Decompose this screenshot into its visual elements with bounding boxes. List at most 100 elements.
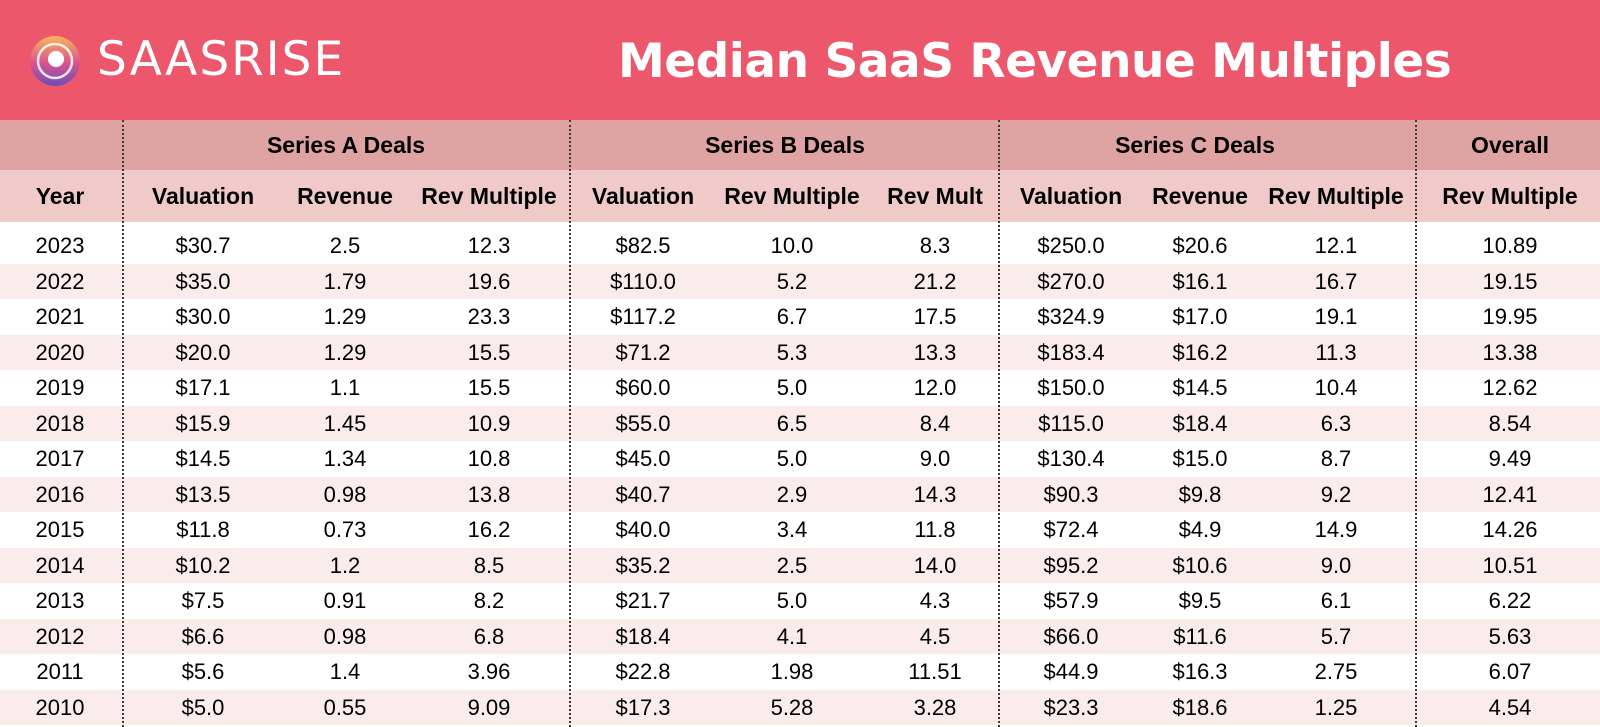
table-cell: $14.5 <box>1172 375 1228 400</box>
year-cell: 2018 <box>35 410 85 436</box>
brand-name: SAASRISE <box>97 32 346 87</box>
page-title: Median SaaS Revenue Multiples <box>618 34 1452 89</box>
table-cell: 16.2 <box>467 517 511 542</box>
table-cell: $40.7 <box>615 481 671 507</box>
table-cell: 0.98 <box>323 481 367 507</box>
table-cell: $324.9 <box>1037 304 1105 329</box>
table-cell: 19.95 <box>1482 304 1538 329</box>
table-cell: 9.09 <box>467 694 511 720</box>
table-cell: 12.3 <box>467 233 511 258</box>
table-cell: 1.1 <box>329 375 361 400</box>
table-cell: 13.8 <box>467 481 511 507</box>
table-cell: $57.9 <box>1043 588 1099 613</box>
table-cell: $66.0 <box>1043 623 1099 649</box>
table-cell: 9.49 <box>1488 446 1532 471</box>
table-cell: 14.3 <box>913 481 957 507</box>
table-cell: 11.8 <box>914 517 956 542</box>
table-cell: $45.0 <box>615 446 671 471</box>
table-cell: 15.5 <box>467 375 511 400</box>
column-header-band <box>0 170 1600 222</box>
table-cell: 6.7 <box>776 304 808 329</box>
table-cell: 10.0 <box>770 233 814 258</box>
table-cell: $110.0 <box>610 268 676 294</box>
table-cell: 12.41 <box>1482 481 1538 507</box>
table-cell: 5.0 <box>776 588 808 613</box>
column-header: Valuation <box>1019 183 1123 209</box>
table-cell: $23.3 <box>1043 694 1099 720</box>
table-cell: $17.3 <box>615 694 671 720</box>
table-cell: $16.1 <box>1172 268 1228 294</box>
table-cell: 10.4 <box>1314 375 1358 400</box>
table-cell: $20.0 <box>175 339 231 365</box>
table-cell: $115.0 <box>1038 410 1104 436</box>
table-cell: $250.0 <box>1037 233 1105 258</box>
column-header: Rev Multiple <box>724 183 860 209</box>
table-cell: $4.9 <box>1178 517 1222 542</box>
table-cell: 1.45 <box>323 410 367 436</box>
table-cell: 3.96 <box>467 659 511 684</box>
table-row: 2012 $6.6 0.98 6.8 $18.4 4.1 4.5 $66.0 $11.6 5.7 5… <box>0 618 1600 654</box>
table-cell: 6.8 <box>473 623 505 649</box>
table-cell: $6.6 <box>181 623 225 649</box>
column-header: Rev Multiple <box>421 183 557 209</box>
table-cell: 19.1 <box>1314 304 1358 329</box>
column-divider <box>998 120 1000 727</box>
column-header: Rev Multiple <box>1442 183 1578 209</box>
column-header: Rev Mult <box>887 183 983 209</box>
year-cell: 2011 <box>36 659 84 684</box>
table-cell: $5.6 <box>181 659 225 684</box>
table-cell: 6.1 <box>1320 588 1352 613</box>
table-cell: 9.0 <box>919 446 951 471</box>
table-cell: 14.26 <box>1482 517 1538 542</box>
table-cell: 19.15 <box>1482 268 1538 294</box>
column-header: Rev Multiple <box>1268 183 1404 209</box>
table-cell: 1.34 <box>323 446 367 471</box>
table-cell: $20.6 <box>1172 233 1228 258</box>
table-cell: $95.2 <box>1043 552 1099 578</box>
table-cell: 14.0 <box>913 552 957 578</box>
table-cell: $18.4 <box>1172 410 1228 436</box>
year-cell: 2010 <box>35 694 85 720</box>
page-header: SAASRISE Median SaaS Revenue Multiples <box>0 0 1600 120</box>
table-cell: 2.5 <box>329 233 361 258</box>
table-cell: 23.3 <box>467 304 511 329</box>
table-cell: 9.2 <box>1320 481 1352 507</box>
table-cell: 1.2 <box>329 552 361 578</box>
table-cell: 2.5 <box>776 552 808 578</box>
table-cell: 0.98 <box>323 623 367 649</box>
table-cell: $21.7 <box>615 588 671 613</box>
table-cell: $13.5 <box>175 481 231 507</box>
saasrise-logo-icon <box>30 36 80 86</box>
table-cell: $270.0 <box>1037 268 1105 294</box>
table-row: 2021 $30.0 1.29 23.3 $117.2 6.7 17.5 $324.9 $17.… <box>0 299 1600 335</box>
table-cell: 10.51 <box>1482 552 1538 578</box>
table-row: 2011 $5.6 1.4 3.96 $22.8 1.98 11.51 $44.9 $16.3 2… <box>0 654 1600 690</box>
table-cell: 12.0 <box>913 375 957 400</box>
table-cell: 1.29 <box>323 339 367 365</box>
table-cell: $5.0 <box>181 694 225 720</box>
table-row: 2010 $5.0 0.55 9.09 $17.3 5.28 3.28 $23.3 $18.6 1… <box>0 689 1600 725</box>
column-header: Valuation <box>151 183 255 209</box>
table-cell: $16.2 <box>1172 339 1228 365</box>
table-cell: $130.4 <box>1037 446 1105 471</box>
table-cell: $10.6 <box>1172 552 1228 578</box>
table-cell: 1.4 <box>329 659 361 684</box>
year-cell: 2016 <box>35 481 85 507</box>
table-cell: 14.9 <box>1314 517 1358 542</box>
table-cell: $183.4 <box>1037 339 1105 365</box>
table-cell: 8.3 <box>919 233 951 258</box>
table-row: 2023 $30.7 2.5 12.3 $82.5 10.0 8.3 $250.0 $20.6 1… <box>0 228 1600 264</box>
year-cell: 2021 <box>35 304 85 329</box>
column-header: Year <box>35 183 85 209</box>
table-row: 2014 $10.2 1.2 8.5 $35.2 2.5 14.0 $95.2 $10.6 9.0… <box>0 547 1600 583</box>
year-cell: 2012 <box>35 623 85 649</box>
table-cell: 16.7 <box>1314 268 1358 294</box>
table-row: 2017 $14.5 1.34 10.8 $45.0 5.0 9.0 $130.4 $15.0 8… <box>0 441 1600 477</box>
table-cell: 13.38 <box>1482 339 1538 365</box>
table-cell: $44.9 <box>1043 659 1099 684</box>
table-cell: 2.9 <box>776 481 808 507</box>
table-cell: 15.5 <box>467 339 511 365</box>
group-header: Overall <box>1471 132 1549 158</box>
table-cell: 10.9 <box>467 410 511 436</box>
table-cell: 5.0 <box>776 375 808 400</box>
